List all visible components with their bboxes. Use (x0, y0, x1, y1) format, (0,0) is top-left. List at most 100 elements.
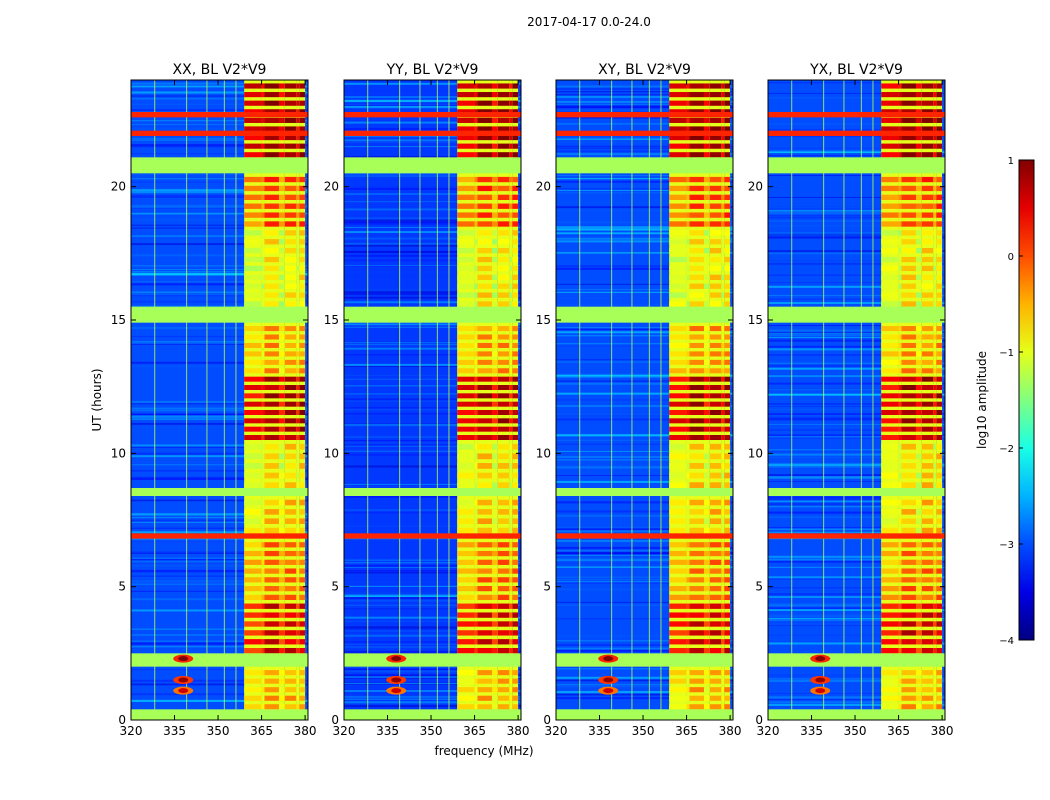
noise-streak (768, 608, 945, 610)
band-activity-cell (921, 639, 934, 645)
band-activity-cell (264, 385, 279, 390)
band-activity-cell (721, 92, 725, 98)
band-activity-cell (721, 126, 725, 132)
rfi-band (512, 80, 519, 720)
band-activity-cell (721, 695, 725, 701)
band-activity-cell (686, 368, 690, 374)
band-activity-cell (936, 509, 943, 515)
band-activity-cell (721, 418, 725, 424)
noise-streak (556, 465, 733, 468)
band-activity-cell (721, 248, 725, 254)
band-activity-cell (915, 621, 922, 627)
band-activity-cell (457, 152, 475, 158)
band-activity-cell (299, 283, 306, 289)
band-activity-cell (689, 100, 704, 106)
band-activity-cell (296, 426, 300, 432)
channel-line (872, 80, 874, 720)
band-activity-cell (933, 426, 937, 432)
band-activity-cell (261, 212, 265, 218)
band-activity-cell (703, 248, 710, 254)
band-activity-cell (491, 648, 498, 654)
band-activity-cell (284, 83, 297, 89)
band-activity-cell (296, 368, 300, 374)
band-activity-cell (881, 393, 899, 399)
band-activity-cell (477, 326, 492, 332)
band-activity-cell (936, 212, 943, 218)
band-activity-cell (477, 393, 492, 399)
noise-streak (131, 181, 308, 183)
band-activity-cell (497, 176, 510, 183)
colorbar-tick-label: 1 (1008, 156, 1014, 167)
band-activity-cell (921, 292, 934, 298)
noise-streak (768, 236, 945, 239)
band-activity-cell (299, 152, 306, 158)
noise-streak (131, 120, 308, 122)
band-activity-cell (284, 585, 297, 592)
band-activity-cell (457, 639, 475, 645)
band-activity-cell (284, 527, 297, 534)
band-activity-cell (296, 542, 300, 548)
band-activity-cell (703, 126, 710, 132)
band-activity-cell (491, 550, 498, 557)
band-activity-cell (901, 185, 916, 192)
noise-streak (344, 342, 521, 344)
band-activity-cell (915, 453, 922, 460)
band-activity-cell (689, 418, 704, 424)
band-activity-cell (491, 342, 498, 348)
band-activity-cell (299, 639, 306, 645)
band-activity-cell (264, 401, 279, 407)
band-activity-cell (936, 109, 943, 115)
band-activity-cell (284, 550, 297, 557)
band-activity-cell (709, 326, 722, 332)
noise-streak (556, 226, 733, 229)
band-activity-cell (703, 212, 710, 218)
channel-line (154, 80, 156, 720)
band-activity-cell (881, 670, 899, 676)
band-activity-cell (669, 612, 687, 618)
band-activity-cell (703, 256, 710, 263)
band-activity-cell (689, 482, 704, 488)
band-activity-cell (299, 274, 306, 280)
band-activity-cell (491, 334, 498, 340)
noise-streak (556, 644, 733, 646)
band-activity-cell (703, 585, 710, 592)
band-activity-cell (457, 435, 475, 440)
band-activity-cell (898, 342, 902, 348)
noise-streak (556, 237, 733, 240)
noise-streak (768, 282, 945, 284)
band-activity-cell (933, 265, 937, 272)
band-activity-cell (457, 109, 475, 115)
band-activity-cell (703, 152, 710, 158)
band-activity-cell (474, 639, 478, 645)
band-activity-cell (669, 143, 687, 149)
band-activity-cell (703, 518, 710, 524)
band-activity-cell (457, 612, 475, 618)
noise-streak (768, 503, 945, 505)
band-activity-cell (509, 527, 513, 534)
band-activity-cell (881, 359, 899, 365)
band-activity-cell (477, 443, 492, 450)
band-activity-cell (881, 463, 899, 469)
band-activity-cell (244, 401, 262, 407)
band-activity-cell (491, 176, 498, 183)
band-activity-cell (921, 109, 934, 115)
rfi-band (686, 80, 690, 720)
band-activity-cell (261, 410, 265, 415)
band-activity-cell (936, 704, 943, 710)
band-activity-cell (669, 393, 687, 399)
band-activity-cell (497, 239, 510, 245)
strong-rfi-row (556, 112, 733, 118)
noise-streak (344, 683, 521, 685)
band-activity-cell (509, 126, 513, 132)
band-activity-cell (296, 594, 300, 600)
band-activity-cell (936, 239, 943, 245)
band-activity-cell (278, 301, 285, 307)
x-tick-label: 335 (588, 724, 611, 738)
band-activity-cell (933, 695, 937, 701)
band-activity-cell (244, 126, 262, 132)
band-activity-cell (724, 670, 731, 676)
band-activity-cell (299, 704, 306, 710)
noise-streak (556, 180, 733, 183)
band-activity-cell (491, 134, 498, 141)
